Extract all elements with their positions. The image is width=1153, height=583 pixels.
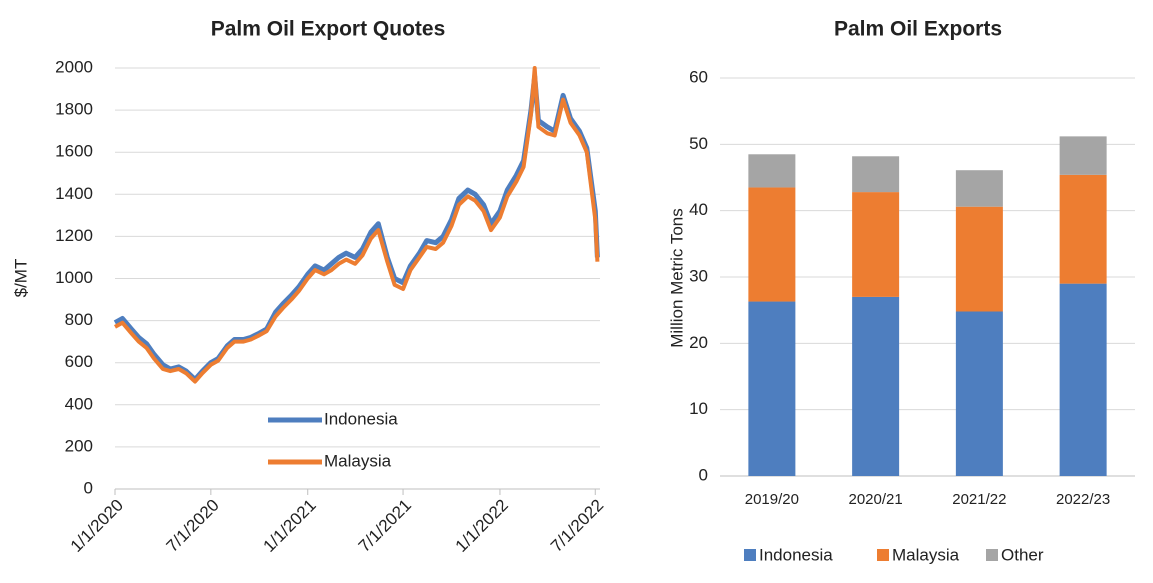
- bar-segment: [852, 192, 900, 297]
- y-tick-label: 2000: [55, 57, 93, 76]
- y-tick-label: 800: [65, 310, 93, 329]
- y-tick-label: 1200: [55, 226, 93, 245]
- x-tick-label: 7/1/2022: [547, 496, 607, 556]
- y-tick-label: 1800: [55, 100, 93, 119]
- x-tick-label: 1/1/2022: [452, 496, 512, 556]
- bar-segment: [1059, 283, 1107, 476]
- y-tick-label: 40: [689, 200, 708, 219]
- legend-swatch: [744, 549, 756, 561]
- legend-swatch: [877, 549, 889, 561]
- y-tick-label: 0: [84, 478, 93, 497]
- legend-swatch: [986, 549, 998, 561]
- bar-segment: [955, 311, 1003, 476]
- x-tick-label: 7/1/2021: [355, 496, 415, 556]
- bar-segment: [1059, 174, 1107, 284]
- y-tick-label: 20: [689, 333, 708, 352]
- chart-title: Palm Oil Export Quotes: [211, 18, 446, 41]
- bar-segment: [852, 296, 900, 476]
- y-tick-label: 0: [699, 465, 708, 484]
- y-axis-label: $/MT: [11, 259, 30, 298]
- chart-title: Palm Oil Exports: [834, 18, 1002, 41]
- x-tick-label: 2022/23: [1056, 491, 1110, 508]
- bar-segment: [955, 170, 1003, 207]
- legend-label: Other: [1001, 545, 1044, 564]
- bar-segment: [955, 206, 1003, 312]
- x-tick-label: 1/1/2021: [259, 496, 319, 556]
- bar-segment: [852, 156, 900, 193]
- y-axis-label: Million Metric Tons: [667, 208, 686, 348]
- y-tick-label: 30: [689, 266, 708, 285]
- legend-label: Malaysia: [892, 545, 960, 564]
- y-tick-label: 200: [65, 436, 93, 455]
- y-tick-label: 10: [689, 399, 708, 418]
- x-tick-label: 2021/22: [952, 491, 1006, 508]
- x-tick-label: 7/1/2020: [163, 496, 223, 556]
- y-tick-label: 1000: [55, 268, 93, 287]
- y-tick-label: 60: [689, 67, 708, 86]
- legend-label: Indonesia: [759, 545, 833, 564]
- line-series: [114, 66, 600, 384]
- legend-label: Indonesia: [324, 409, 398, 428]
- y-tick-label: 400: [65, 394, 93, 413]
- x-tick-label: 2020/21: [849, 491, 903, 508]
- y-tick-label: 1600: [55, 142, 93, 161]
- y-tick-label: 50: [689, 134, 708, 153]
- bar-segment: [748, 187, 796, 302]
- bar-segment: [748, 154, 796, 188]
- bar-segment: [1059, 136, 1107, 175]
- line-series: [113, 73, 600, 382]
- bar-segment: [748, 301, 796, 476]
- x-tick-label: 1/1/2020: [67, 496, 127, 556]
- y-tick-label: 1400: [55, 184, 93, 203]
- y-tick-label: 600: [65, 352, 93, 371]
- x-tick-label: 2019/20: [745, 491, 799, 508]
- legend-label: Malaysia: [324, 451, 392, 470]
